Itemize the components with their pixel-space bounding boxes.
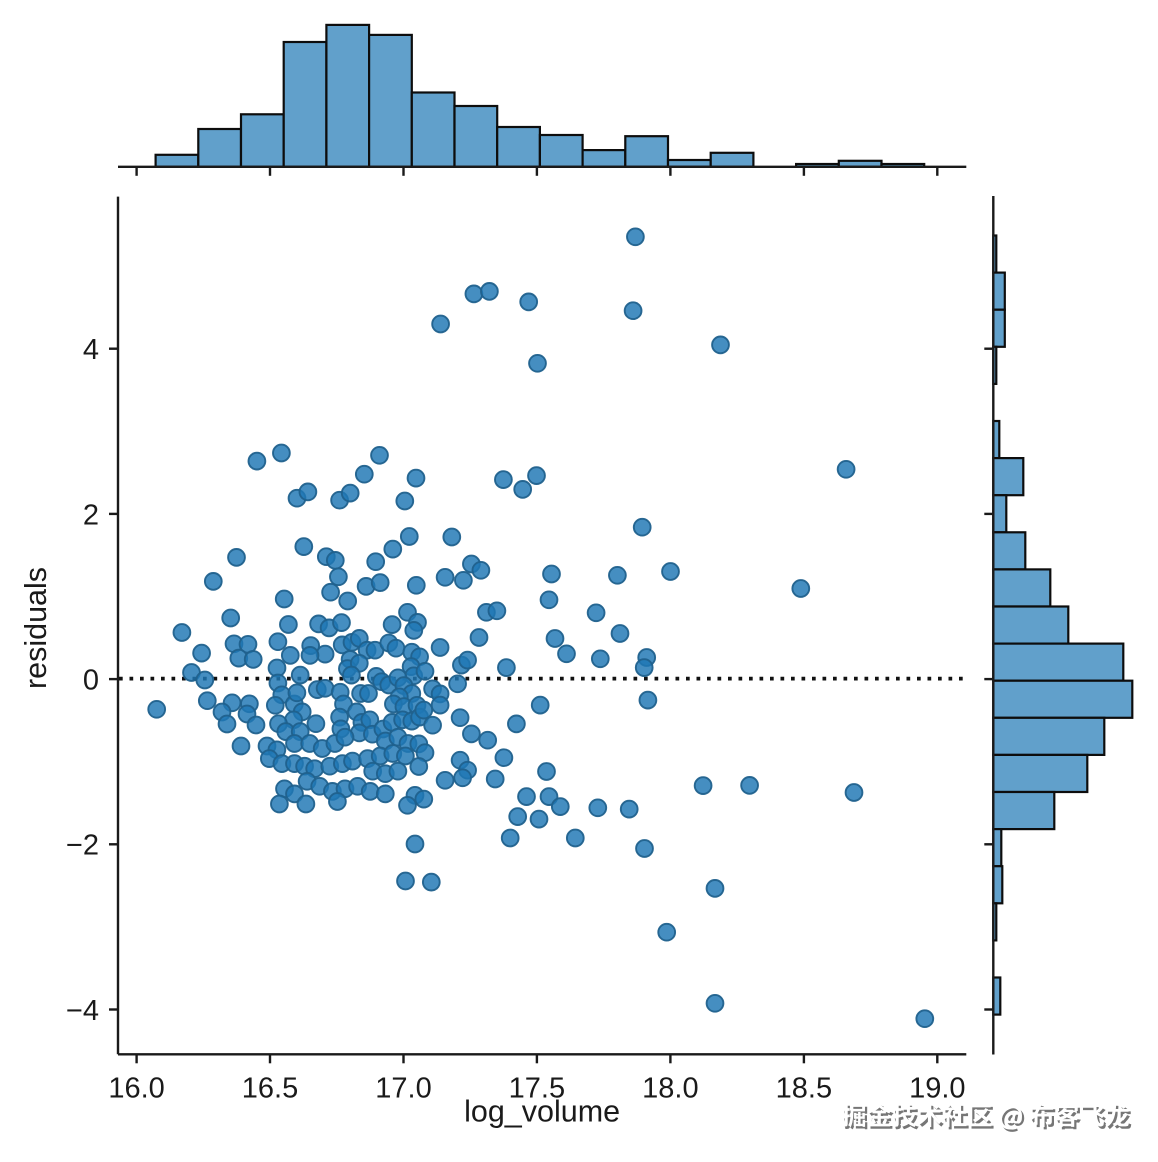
svg-text:16.5: 16.5: [242, 1073, 298, 1105]
svg-text:17.5: 17.5: [509, 1073, 565, 1105]
svg-text:17.0: 17.0: [375, 1073, 431, 1105]
svg-text:residuals: residuals: [19, 567, 53, 689]
svg-text:0: 0: [83, 665, 99, 697]
svg-text:−2: −2: [66, 830, 99, 862]
svg-text:log_volume: log_volume: [464, 1095, 620, 1129]
svg-text:16.0: 16.0: [108, 1073, 164, 1105]
svg-text:19.0: 19.0: [909, 1073, 965, 1105]
svg-text:2: 2: [83, 499, 99, 531]
svg-text:4: 4: [83, 334, 99, 366]
svg-text:18.5: 18.5: [776, 1073, 832, 1105]
svg-text:−4: −4: [66, 995, 99, 1027]
svg-text:18.0: 18.0: [642, 1073, 698, 1105]
